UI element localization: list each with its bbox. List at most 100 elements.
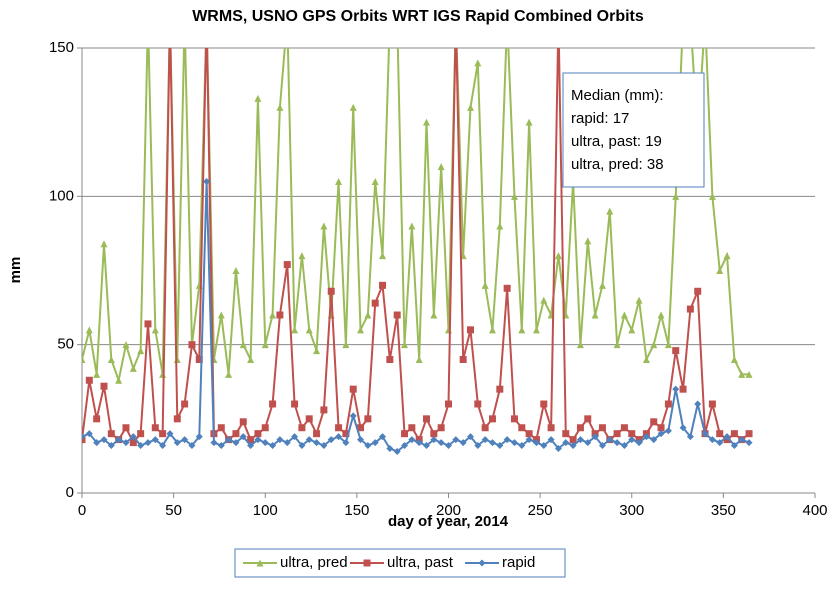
marker [547, 424, 555, 432]
marker [122, 424, 130, 432]
marker [628, 436, 636, 444]
marker [481, 436, 489, 444]
marker [217, 424, 225, 432]
marker [217, 442, 225, 450]
marker [620, 424, 628, 432]
marker [496, 442, 504, 450]
marker [261, 424, 269, 432]
marker [745, 430, 753, 438]
marker [181, 400, 189, 408]
marker [408, 424, 416, 432]
marker [256, 559, 264, 567]
marker [716, 267, 724, 274]
marker [320, 406, 328, 414]
marker [335, 433, 343, 441]
marker [298, 442, 306, 450]
marker [445, 400, 452, 408]
marker [261, 341, 269, 349]
marker [386, 356, 394, 363]
legend-label: rapid [502, 554, 535, 571]
marker [137, 430, 145, 438]
marker [672, 385, 680, 393]
marker [144, 439, 152, 447]
marker [738, 436, 746, 444]
marker [283, 261, 291, 269]
marker [291, 433, 299, 441]
marker [452, 436, 460, 444]
x-tick-label: 250 [528, 502, 553, 519]
marker [276, 311, 284, 319]
marker [261, 439, 269, 447]
marker [239, 418, 247, 426]
marker [269, 311, 277, 319]
marker [598, 281, 606, 289]
marker [730, 430, 738, 438]
marker [408, 222, 416, 230]
marker [481, 281, 489, 289]
marker [349, 412, 357, 420]
marker [173, 415, 181, 423]
marker [591, 311, 599, 319]
marker [254, 436, 262, 444]
marker [423, 118, 431, 126]
marker [349, 385, 357, 393]
marker [554, 252, 562, 260]
marker [478, 559, 486, 567]
y-tick-label: 150 [49, 39, 74, 56]
marker [225, 370, 233, 378]
marker [313, 430, 321, 438]
marker [107, 356, 115, 363]
marker [628, 430, 636, 438]
marker [687, 15, 694, 22]
marker [708, 436, 716, 444]
marker [305, 326, 313, 334]
marker [93, 415, 101, 423]
marker [540, 296, 548, 304]
marker [82, 433, 86, 441]
marker [276, 103, 284, 111]
marker [364, 415, 372, 423]
marker [657, 424, 665, 432]
legend-box [234, 548, 566, 578]
marker [254, 430, 262, 438]
marker [694, 400, 702, 408]
marker [708, 400, 716, 408]
marker [584, 237, 592, 245]
marker [716, 430, 724, 438]
marker [702, 15, 709, 22]
marker [188, 341, 196, 349]
marker [166, 15, 173, 22]
marker [166, 430, 174, 438]
marker [540, 442, 548, 450]
marker [371, 439, 379, 447]
marker [371, 178, 379, 185]
marker [672, 347, 680, 355]
marker [576, 436, 584, 444]
marker [635, 439, 643, 447]
marker [510, 192, 518, 200]
marker [269, 442, 277, 450]
annotation-text: rapid: 17 [571, 110, 629, 127]
marker [708, 192, 716, 200]
marker [393, 447, 401, 455]
marker [598, 442, 606, 450]
marker [518, 442, 526, 450]
annotation-text: ultra, pred: 38 [571, 156, 664, 173]
marker [569, 442, 577, 450]
marker [466, 433, 474, 441]
marker [613, 341, 621, 349]
marker [408, 436, 416, 444]
x-tick-label: 0 [78, 502, 86, 519]
marker [488, 439, 496, 447]
marker [723, 433, 731, 441]
y-tick-label: 0 [66, 484, 74, 501]
marker [342, 439, 350, 447]
marker [357, 424, 365, 432]
marker [628, 326, 636, 334]
marker [203, 178, 211, 185]
series-line [82, 48, 750, 384]
marker [459, 356, 467, 363]
marker [363, 559, 371, 567]
marker [386, 445, 394, 452]
marker [364, 442, 372, 450]
